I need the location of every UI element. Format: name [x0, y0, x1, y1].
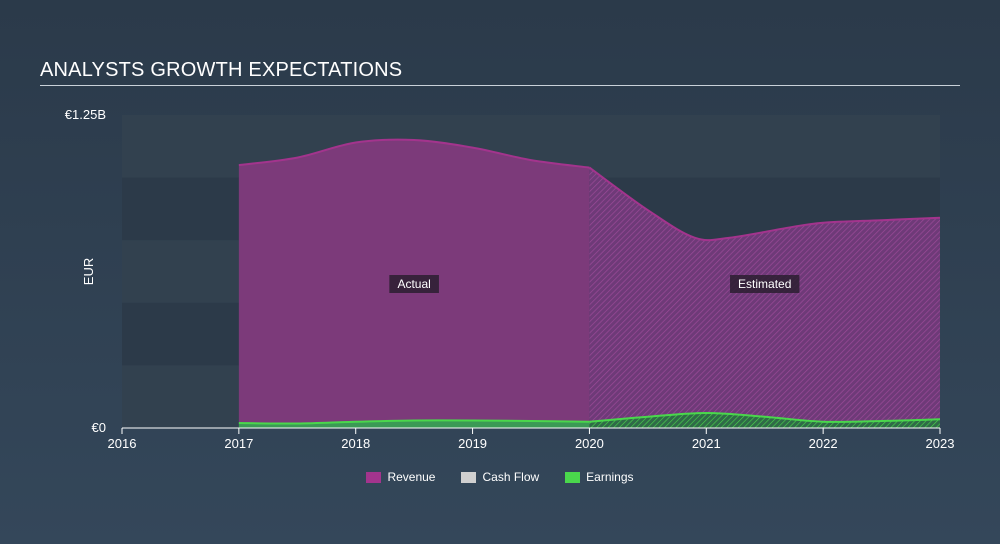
revenue-estimated-line	[588, 166, 941, 242]
actual-label-text: Actual	[397, 277, 430, 291]
legend-label: Earnings	[586, 470, 634, 484]
series-areas	[238, 138, 941, 429]
legend-label: Revenue	[387, 470, 436, 484]
earnings-actual-area	[238, 420, 590, 428]
earnings-estimated-area	[589, 413, 940, 428]
x-tick-label: 2023	[926, 436, 955, 451]
legend-label: Cash Flow	[482, 470, 540, 484]
x-tick-label: 2020	[575, 436, 604, 451]
legend-item-earnings[interactable]: Earnings	[565, 470, 634, 484]
axes: 2016 2017 2018 2019 2020 2021 2022 2023 €1.25B €0…	[65, 107, 955, 451]
earnings-actual-line	[238, 419, 590, 425]
y-tick-label: €1.25B	[65, 107, 106, 122]
x-tick-label: 2018	[341, 436, 370, 451]
revenue-estimated-area	[589, 167, 940, 429]
y-axis-title: EUR	[81, 258, 96, 285]
actual-label-bg	[389, 275, 439, 293]
earnings-estimated-line	[589, 411, 941, 423]
legend-swatch	[366, 471, 382, 483]
title-divider	[40, 85, 960, 86]
x-tick-label: 2017	[224, 436, 253, 451]
legend-swatch	[461, 471, 477, 483]
x-tick-label: 2021	[692, 436, 721, 451]
estimated-label: Estimated	[730, 275, 800, 293]
x-tick-label: 2022	[809, 436, 838, 451]
legend-item-revenue[interactable]: Revenue	[366, 470, 435, 484]
chart-labels: Actual Estimated	[389, 275, 800, 293]
x-tick-label: 2016	[108, 436, 137, 451]
x-tick-label: 2019	[458, 436, 487, 451]
estimated-label-text: Estimated	[738, 277, 791, 291]
revenue-actual-line	[238, 138, 590, 169]
legend-item-cash-flow[interactable]: Cash Flow	[461, 470, 539, 484]
y-tick-label: €0	[92, 420, 106, 435]
legend-swatch	[565, 471, 581, 483]
estimated-label-bg	[730, 275, 800, 293]
chart-title: ANALYSTS GROWTH EXPECTATIONS	[40, 59, 403, 81]
actual-label: Actual	[389, 275, 439, 293]
legend: Revenue Cash Flow Earnings	[0, 470, 1000, 484]
